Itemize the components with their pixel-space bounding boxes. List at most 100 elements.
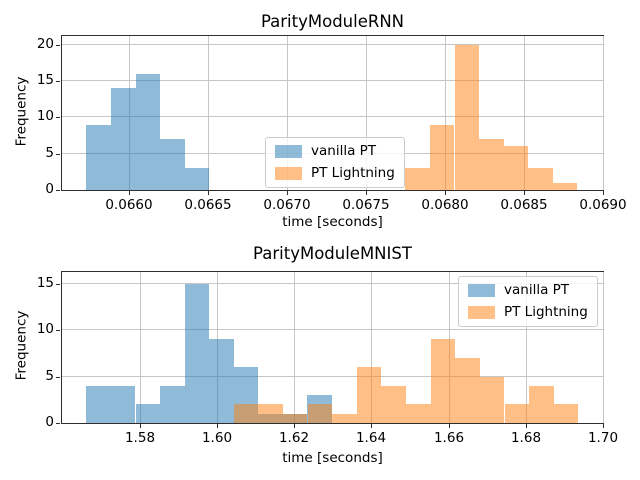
x-tick-label: 0.0675 <box>342 197 390 213</box>
x-tick-label: 0.0670 <box>263 197 311 213</box>
y-tick-mark <box>56 423 60 424</box>
hist-bar-vanilla-pt <box>184 283 210 423</box>
hist-bar-pt-lightning <box>479 376 505 423</box>
hist-bar-pt-lightning <box>258 404 283 423</box>
legend: vanilla PT PT Lightning <box>458 276 598 327</box>
y-tick-label: 10 <box>36 321 54 337</box>
y-tick-label: 10 <box>36 108 54 124</box>
gridline-x <box>602 272 604 423</box>
gridline-x <box>207 36 209 190</box>
x-tick-mark <box>603 191 604 195</box>
vanilla-pt-swatch-icon <box>468 284 495 297</box>
gridline-y <box>62 80 603 81</box>
hist-bar-pt-lightning <box>454 44 480 190</box>
legend-label: PT Lightning <box>504 304 588 320</box>
x-tick-label: 1.58 <box>124 430 156 446</box>
x-tick-label: 1.70 <box>587 430 619 446</box>
y-tick-mark <box>56 154 60 155</box>
gridline-x <box>602 36 604 190</box>
y-tick-label: 20 <box>36 36 54 52</box>
gridline-x <box>293 272 295 423</box>
y-tick-label: 15 <box>36 275 54 291</box>
x-tick-mark <box>366 191 367 195</box>
hist-bar-pt-lightning <box>307 404 333 423</box>
chart-title: ParityModuleRNN <box>260 12 405 31</box>
gridline-x <box>523 36 525 190</box>
x-tick-label: 0.0665 <box>184 197 232 213</box>
gridline-x <box>139 272 141 423</box>
y-tick-mark <box>56 284 60 285</box>
x-tick-label: 1.68 <box>510 430 542 446</box>
legend-label: vanilla PT <box>504 282 570 298</box>
y-tick-label: 5 <box>45 368 54 384</box>
hist-bar-vanilla-pt <box>135 404 161 423</box>
vanilla-pt-swatch-icon <box>275 145 302 158</box>
y-tick-mark <box>56 117 60 118</box>
plot-area <box>61 35 604 191</box>
legend-item-vanilla-pt: vanilla PT <box>275 143 395 160</box>
hist-bar-pt-lightning <box>406 404 431 423</box>
hist-bar-pt-lightning <box>503 146 529 190</box>
hist-bar-pt-lightning <box>552 182 578 190</box>
legend-item-pt-lightning: PT Lightning <box>468 304 588 321</box>
gridline-y <box>62 329 603 330</box>
legend-label: vanilla PT <box>311 143 377 159</box>
x-tick-mark <box>526 424 527 428</box>
hist-bar-pt-lightning <box>332 413 357 423</box>
hist-bar-pt-lightning <box>479 139 504 190</box>
x-tick-mark <box>449 424 450 428</box>
hist-bar-pt-lightning <box>504 404 530 423</box>
hist-bar-pt-lightning <box>233 404 259 423</box>
hist-bar-vanilla-pt <box>86 385 111 423</box>
gridline-x <box>525 272 527 423</box>
hist-bar-pt-lightning <box>528 168 553 190</box>
x-tick-label: 0.0680 <box>421 197 469 213</box>
chart-title: ParityModuleMNIST <box>253 244 412 263</box>
gridline-x <box>365 36 367 190</box>
x-tick-mark <box>217 424 218 428</box>
y-tick-mark <box>56 377 60 378</box>
x-tick-label: 0.0660 <box>105 197 153 213</box>
x-tick-mark <box>140 424 141 428</box>
hist-bar-vanilla-pt <box>160 139 185 190</box>
hist-bar-vanilla-pt <box>160 385 185 423</box>
x-tick-label: 0.0690 <box>579 197 627 213</box>
x-tick-label: 1.60 <box>201 430 233 446</box>
hist-bar-pt-lightning <box>430 339 456 423</box>
y-tick-mark <box>56 45 60 46</box>
x-tick-mark <box>445 191 446 195</box>
hist-bar-pt-lightning <box>282 413 308 423</box>
legend: vanilla PT PT Lightning <box>265 137 405 188</box>
legend-item-pt-lightning: PT Lightning <box>275 165 395 182</box>
hist-bar-vanilla-pt <box>110 385 136 423</box>
pt-lightning-swatch-icon <box>468 306 495 319</box>
y-tick-label: 15 <box>36 72 54 88</box>
x-tick-label: 0.0685 <box>500 197 548 213</box>
gridline-y <box>62 44 603 45</box>
hist-bar-vanilla-pt <box>111 88 136 190</box>
hist-bar-vanilla-pt <box>184 168 210 190</box>
x-axis-label: time [seconds] <box>282 450 383 466</box>
x-tick-mark <box>371 424 372 428</box>
gridline-y <box>62 283 603 284</box>
y-tick-mark <box>56 190 60 191</box>
y-tick-mark <box>56 330 60 331</box>
x-tick-label: 1.62 <box>278 430 310 446</box>
gridline-y <box>62 116 603 117</box>
y-tick-label: 0 <box>45 414 54 430</box>
x-tick-mark <box>603 424 604 428</box>
gridline-x <box>444 36 446 190</box>
gridline-x <box>286 36 288 190</box>
x-axis-label: time [seconds] <box>282 214 383 230</box>
hist-bar-pt-lightning <box>405 168 430 190</box>
hist-bar-pt-lightning <box>529 385 554 423</box>
x-tick-mark <box>294 424 295 428</box>
hist-bar-pt-lightning <box>455 358 480 423</box>
plot-area <box>61 271 604 424</box>
x-tick-mark <box>287 191 288 195</box>
hist-bar-pt-lightning <box>356 367 382 423</box>
x-tick-mark <box>129 191 130 195</box>
